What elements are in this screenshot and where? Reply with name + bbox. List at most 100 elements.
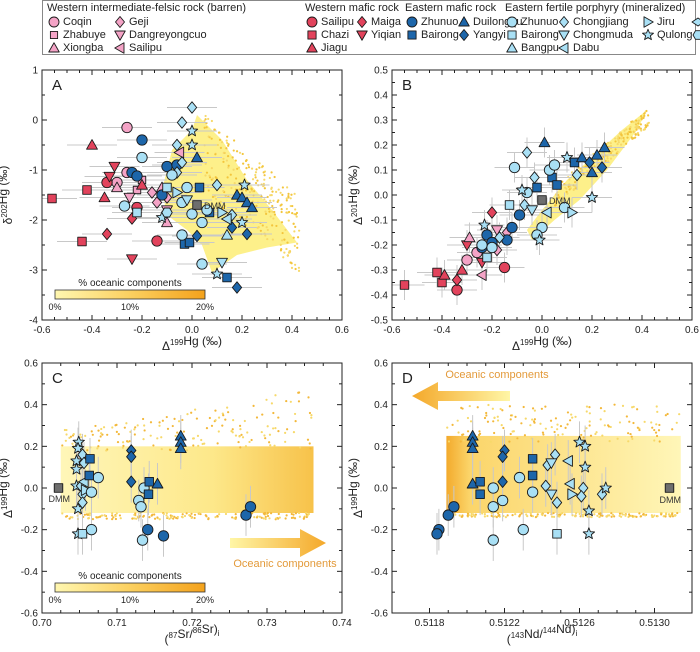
legend-group-title: Eastern fertile porphyry (mineralized) (505, 2, 686, 14)
model-dot (222, 151, 225, 154)
data-point-east_mafic (85, 454, 95, 464)
model-dot (462, 439, 465, 442)
circle-marker-icon (48, 16, 60, 28)
data-point-porphyry (92, 471, 104, 484)
model-dot (307, 396, 310, 399)
data-point-east_mafic (142, 524, 154, 536)
legend: Western intermediate-felsic rock (barren… (42, 0, 700, 55)
model-dot (65, 514, 69, 518)
model-dot (226, 135, 229, 138)
model-dot (496, 512, 500, 515)
model-dot (580, 433, 583, 437)
model-dot (133, 433, 136, 436)
model-dot (639, 127, 642, 130)
model-dot (508, 440, 511, 443)
model-dot (611, 150, 614, 153)
data-point-porphyry (185, 124, 199, 137)
data-point-porphyry (562, 455, 573, 467)
data-point-east_mafic (236, 191, 248, 203)
model-dot (190, 516, 193, 519)
model-dot (165, 415, 168, 419)
model-dot (466, 514, 469, 517)
model-dot (174, 434, 177, 438)
model-dot (204, 118, 207, 121)
model-dot (211, 195, 215, 199)
x-tick-label: 0.74 (332, 618, 352, 629)
model-dot (625, 415, 628, 418)
model-dot (153, 513, 156, 516)
model-dot (508, 405, 511, 408)
model-dot (636, 426, 639, 429)
model-dot (142, 514, 145, 517)
model-dot (248, 190, 252, 194)
model-dot (637, 119, 641, 122)
model-dot (142, 438, 145, 441)
model-dot (241, 189, 244, 192)
model-dot (483, 513, 486, 516)
model-dot (194, 408, 197, 411)
model-dot (114, 517, 118, 521)
model-dot (94, 424, 97, 428)
model-dot (629, 125, 632, 129)
model-dot (675, 421, 678, 424)
model-dot (224, 418, 227, 421)
model-dot (245, 189, 248, 192)
model-dot (271, 204, 274, 208)
model-dot (286, 186, 289, 189)
square-marker-icon (407, 30, 417, 40)
model-dot (277, 188, 280, 191)
model-dot (650, 421, 653, 424)
model-dot (285, 199, 288, 202)
model-dot (558, 513, 561, 516)
model-dot (656, 515, 659, 518)
model-dot (664, 414, 667, 417)
data-point-west_mafic (98, 191, 111, 203)
model-dot (248, 440, 251, 444)
model-dot (273, 175, 276, 179)
model-dot (639, 515, 643, 518)
x-tick-label: -0.2 (133, 325, 151, 336)
model-dot (643, 114, 646, 117)
model-dot (162, 512, 166, 516)
model-dot (606, 155, 609, 158)
model-dot (299, 446, 302, 449)
model-dot (520, 512, 523, 515)
model-dot (544, 405, 547, 408)
model-dot (198, 511, 201, 515)
model-dot (597, 512, 601, 515)
model-dot (171, 514, 174, 518)
model-dot (206, 151, 209, 155)
data-point-felsic (111, 181, 123, 193)
model-dot (266, 514, 270, 518)
model-dot (514, 513, 517, 516)
model-dot (616, 137, 619, 140)
model-dot (286, 428, 289, 431)
model-dot (226, 154, 230, 158)
y-tick-label: 0.3 (374, 116, 388, 127)
model-dot (568, 419, 572, 422)
model-dot (561, 433, 564, 436)
model-dot (671, 513, 674, 516)
model-dot (653, 439, 656, 442)
model-dot (277, 416, 280, 419)
model-dot (283, 238, 286, 241)
triangle-left-marker-icon (558, 42, 569, 54)
model-dot (493, 416, 496, 419)
model-dot (633, 130, 636, 134)
model-dot (255, 204, 258, 207)
data-point-porphyry (77, 529, 88, 539)
model-dot (205, 126, 208, 129)
model-dot (251, 178, 255, 181)
model-dot (272, 411, 275, 415)
model-dot (203, 442, 206, 445)
oceanic-arrow (412, 382, 510, 410)
model-dot (245, 167, 248, 170)
data-point-west_mafic (438, 269, 451, 280)
model-dot (553, 197, 556, 200)
model-dot (270, 171, 273, 174)
data-point-west_mafic (101, 227, 113, 241)
model-dot (239, 216, 242, 219)
data-point-porphyry (487, 534, 499, 546)
star-marker-icon (642, 28, 654, 41)
model-dot (628, 130, 631, 133)
